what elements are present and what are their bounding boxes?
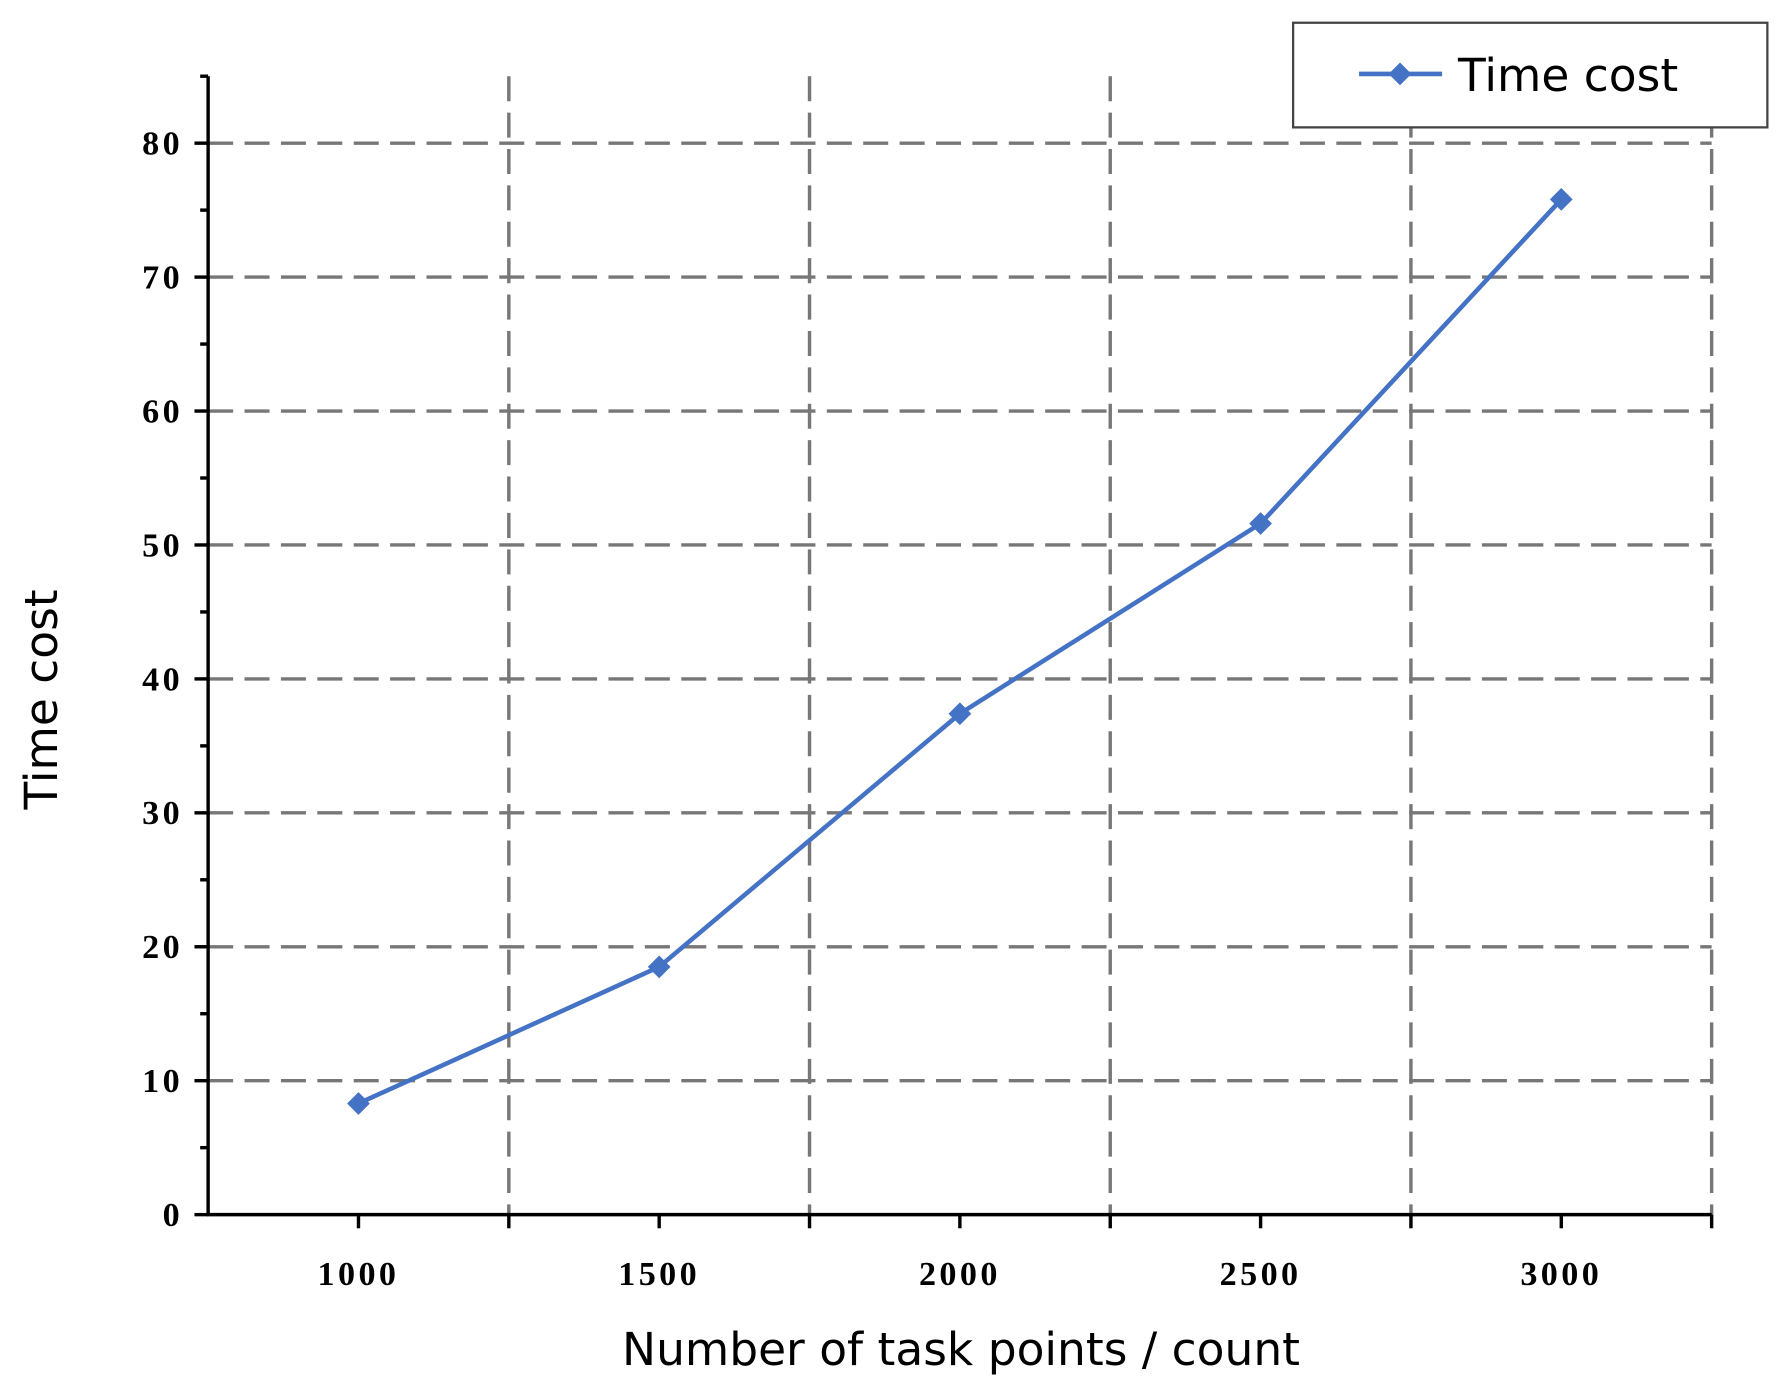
marker (347, 1092, 370, 1115)
y-tick-label: 0 (163, 1197, 183, 1234)
y-tick-label: 80 (142, 126, 183, 163)
x-tick-label: 2500 (1220, 1256, 1302, 1293)
legend-marker (1388, 62, 1412, 86)
y-tick-label: 40 (142, 661, 183, 698)
y-tick-label: 50 (142, 527, 183, 564)
x-tick-label: 1500 (618, 1256, 700, 1293)
y-tick-label: 60 (142, 393, 183, 430)
x-tick-label: 2000 (919, 1256, 1001, 1293)
marker (1249, 512, 1272, 535)
marker (647, 955, 671, 979)
x-tick-label: 1000 (318, 1256, 400, 1293)
legend-label: Time cost (1457, 49, 1678, 102)
y-tick-label: 20 (142, 929, 183, 966)
y-tick-label: 70 (142, 259, 183, 296)
marker (1549, 188, 1573, 211)
x-tick-label: 3000 (1520, 1256, 1602, 1293)
y-tick-label: 10 (142, 1063, 183, 1100)
y-tick-label: 30 (142, 795, 183, 832)
series-line (357, 197, 1563, 1106)
x-axis-title: Number of task points / count (622, 1323, 1300, 1376)
y-axis-title: Time cost (15, 589, 68, 810)
